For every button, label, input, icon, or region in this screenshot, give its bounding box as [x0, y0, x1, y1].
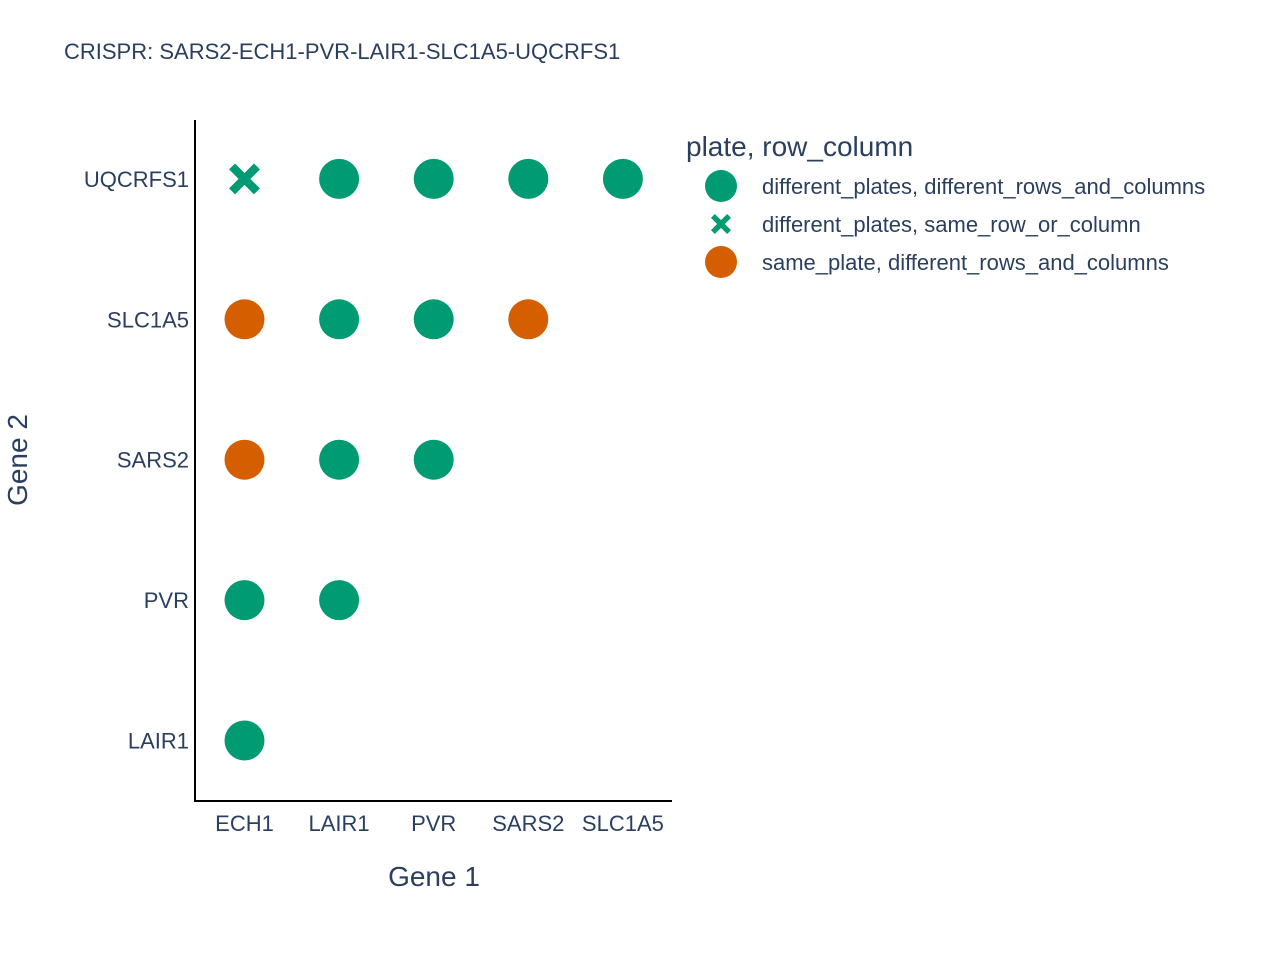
x-tick-label-lair1: LAIR1	[309, 811, 370, 836]
x-tick-labels: ECH1 LAIR1 PVR SARS2 SLC1A5	[215, 811, 664, 836]
legend-item-2[interactable]: different_plates, same_row_or_column	[710, 212, 1141, 237]
y-tick-label-pvr: PVR	[144, 588, 189, 613]
legend-item-1[interactable]: different_plates, different_rows_and_col…	[705, 170, 1205, 202]
marker-lair1-sars2	[319, 439, 360, 480]
y-tick-label-uqcrfs1: UQCRFS1	[84, 167, 189, 192]
marker-sars2-slc1a5	[508, 299, 549, 340]
chart-title: CRISPR: SARS2-ECH1-PVR-LAIR1-SLC1A5-UQCR…	[64, 39, 620, 64]
marker-ech1-slc1a5	[224, 299, 265, 340]
y-tick-label-lair1: LAIR1	[128, 729, 189, 754]
legend-marker-3	[705, 246, 737, 278]
legend-items: different_plates, different_rows_and_col…	[705, 170, 1205, 278]
marker-lair1-uqcrfs1	[319, 158, 360, 199]
marker-pvr-uqcrfs1	[413, 158, 454, 199]
legend-title: plate, row_column	[686, 131, 913, 162]
x-tick-label-sars2: SARS2	[492, 811, 564, 836]
legend-label-2: different_plates, same_row_or_column	[762, 212, 1141, 237]
y-tick-labels: LAIR1 PVR SARS2 SLC1A5 UQCRFS1	[84, 167, 189, 754]
marker-slc1a5-uqcrfs1	[602, 158, 643, 199]
marker-ech1-lair1	[224, 720, 265, 761]
legend-item-3[interactable]: same_plate, different_rows_and_columns	[705, 246, 1169, 278]
marker-ech1-uqcrfs1	[229, 163, 260, 195]
y-tick-label-slc1a5: SLC1A5	[107, 307, 189, 332]
legend-marker-2	[710, 213, 732, 235]
legend: plate, row_column different_plates, diff…	[686, 131, 1205, 278]
x-tick-label-slc1a5: SLC1A5	[582, 811, 664, 836]
x-tick-label-ech1: ECH1	[215, 811, 274, 836]
legend-label-3: same_plate, different_rows_and_columns	[762, 250, 1169, 275]
marker-pvr-sars2	[413, 439, 454, 480]
y-axis-title: Gene 2	[2, 414, 33, 506]
marker-ech1-pvr	[224, 580, 265, 621]
x-tick-label-pvr: PVR	[411, 811, 456, 836]
x-axis-title: Gene 1	[388, 861, 480, 892]
y-tick-label-sars2: SARS2	[117, 448, 189, 473]
marker-sars2-uqcrfs1	[508, 158, 549, 199]
marker-lair1-slc1a5	[319, 299, 360, 340]
legend-marker-1	[705, 170, 737, 202]
legend-label-1: different_plates, different_rows_and_col…	[762, 174, 1205, 199]
marker-ech1-sars2	[224, 439, 265, 480]
marker-pvr-slc1a5	[413, 299, 454, 340]
marker-lair1-pvr	[319, 580, 360, 621]
plot-markers	[224, 158, 643, 761]
